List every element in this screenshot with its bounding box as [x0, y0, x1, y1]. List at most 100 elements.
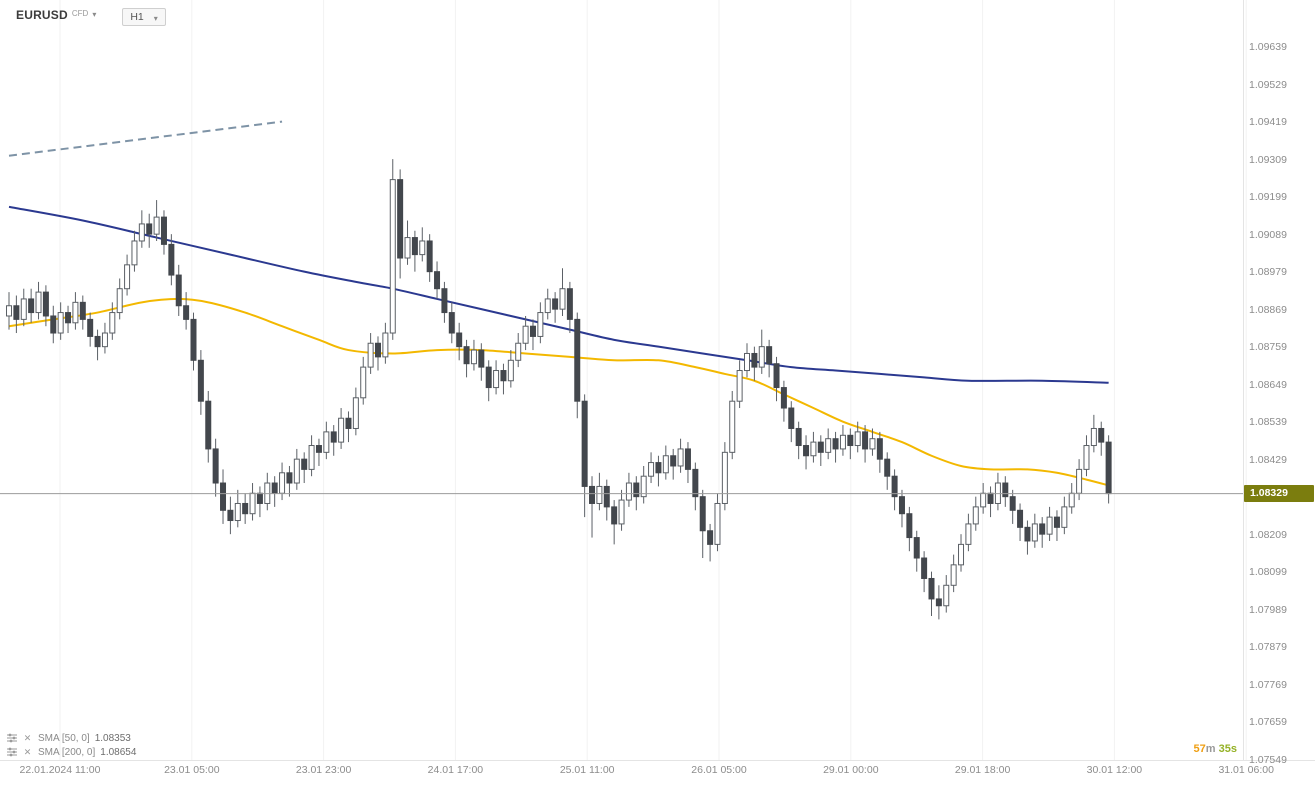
- instrument-type-label: CFD: [71, 9, 89, 18]
- candle: [1098, 427, 1105, 443]
- candle: [72, 301, 79, 324]
- candle: [692, 468, 699, 498]
- candle: [913, 537, 920, 559]
- price-axis[interactable]: 1.09639 1.09529 1.09419 1.09309 1.09199 1.090…: [1249, 0, 1313, 766]
- candle: [50, 315, 57, 334]
- candle: [470, 349, 477, 365]
- candle: [367, 342, 374, 368]
- candle: [234, 502, 241, 522]
- candle: [625, 482, 632, 501]
- candle: [611, 506, 618, 525]
- sma-50-line[interactable]: [8, 297, 1109, 487]
- candle: [559, 288, 566, 310]
- candle: [935, 598, 942, 607]
- candle: [256, 492, 263, 504]
- candle: [242, 502, 249, 515]
- candle: [426, 240, 433, 273]
- candle: [744, 352, 750, 372]
- candle: [197, 359, 204, 402]
- candle: [146, 223, 153, 235]
- candle: [249, 492, 256, 515]
- indicator-legend: ✕ SMA [50, 0] 1.08353 ✕ SMA [200, 0] 1.0…: [6, 731, 136, 759]
- candle: [544, 298, 551, 314]
- candle: [153, 216, 160, 235]
- candle: [42, 291, 49, 317]
- candle: [862, 431, 869, 450]
- candle: [212, 448, 219, 484]
- price-tick-label: 1.08649: [1249, 378, 1287, 391]
- candle: [87, 318, 94, 337]
- indicator-settings-icon[interactable]: [6, 747, 17, 758]
- time-tick-label: 29.01 18:00: [954, 764, 1011, 776]
- candle: [832, 438, 839, 450]
- candle: [315, 445, 322, 453]
- indicator-row-sma50: ✕ SMA [50, 0] 1.08353: [6, 731, 136, 745]
- candle: [906, 513, 913, 539]
- candle: [589, 485, 596, 504]
- candle: [603, 485, 610, 508]
- candle: [382, 332, 389, 358]
- candle: [928, 577, 935, 600]
- price-tick-label: 1.08759: [1249, 341, 1287, 353]
- remove-indicator-icon[interactable]: ✕: [23, 732, 32, 743]
- timeframe-selector[interactable]: H1 ▾: [122, 8, 166, 26]
- symbol-selector[interactable]: EURUSD CFD ▾: [16, 8, 96, 22]
- candle: [1053, 516, 1060, 528]
- chevron-down-icon: ▾: [92, 10, 97, 19]
- candle: [13, 305, 20, 320]
- price-tick-label: 1.09309: [1249, 153, 1287, 166]
- candle: [434, 271, 441, 290]
- candle: [965, 523, 972, 545]
- candle: [116, 288, 123, 314]
- candle: [485, 366, 492, 389]
- candle: [1090, 427, 1097, 447]
- time-tick-label: 26.01 05:00: [691, 764, 747, 776]
- sma-200-line[interactable]: [8, 205, 1109, 384]
- candle: [898, 496, 905, 515]
- candle: [529, 325, 536, 337]
- candle: [65, 312, 72, 324]
- candle: [1061, 506, 1068, 528]
- price-tick-label: 1.08869: [1249, 303, 1287, 316]
- candle: [20, 298, 27, 320]
- time-tick-label: 29.01 00:00: [823, 764, 879, 776]
- candle: [286, 472, 293, 484]
- candle: [633, 482, 640, 498]
- candle-countdown: 57m 35s: [1194, 743, 1237, 755]
- candle: [360, 366, 367, 399]
- indicator-settings-icon[interactable]: [6, 733, 17, 744]
- candle: [397, 179, 404, 259]
- candle: [825, 438, 832, 453]
- candle: [1076, 468, 1083, 494]
- current-price-value: 1.08329: [1250, 487, 1288, 500]
- candle: [419, 240, 426, 256]
- candle: [160, 216, 167, 245]
- candle: [581, 400, 588, 487]
- candle: [574, 318, 581, 402]
- candle: [854, 431, 861, 447]
- symbol-name: EURUSD: [16, 8, 68, 22]
- candle: [707, 530, 714, 545]
- price-tick-label: 1.07549: [1249, 753, 1287, 766]
- indicator-value: 1.08654: [100, 746, 137, 758]
- trendline[interactable]: [8, 120, 283, 157]
- candle: [943, 584, 950, 607]
- candle: [220, 482, 227, 511]
- candle: [699, 496, 706, 532]
- remove-indicator-icon[interactable]: ✕: [23, 746, 32, 757]
- candle: [714, 502, 721, 545]
- candle: [980, 492, 987, 508]
- price-tick-label: 1.07769: [1249, 678, 1287, 691]
- candle: [958, 543, 965, 566]
- candle: [884, 458, 891, 477]
- candle: [640, 475, 647, 498]
- time-tick-label: 24.01 17:00: [427, 764, 484, 776]
- candle: [1002, 482, 1009, 498]
- candle: [684, 448, 691, 470]
- indicator-name: SMA [200, 0]: [38, 746, 96, 758]
- candle: [1009, 496, 1016, 511]
- candle: [441, 288, 448, 314]
- candle: [729, 400, 736, 453]
- time-axis[interactable]: 22.01.2024 11:00 23.01 05:00 23.01 23:00 24…: [0, 762, 1315, 786]
